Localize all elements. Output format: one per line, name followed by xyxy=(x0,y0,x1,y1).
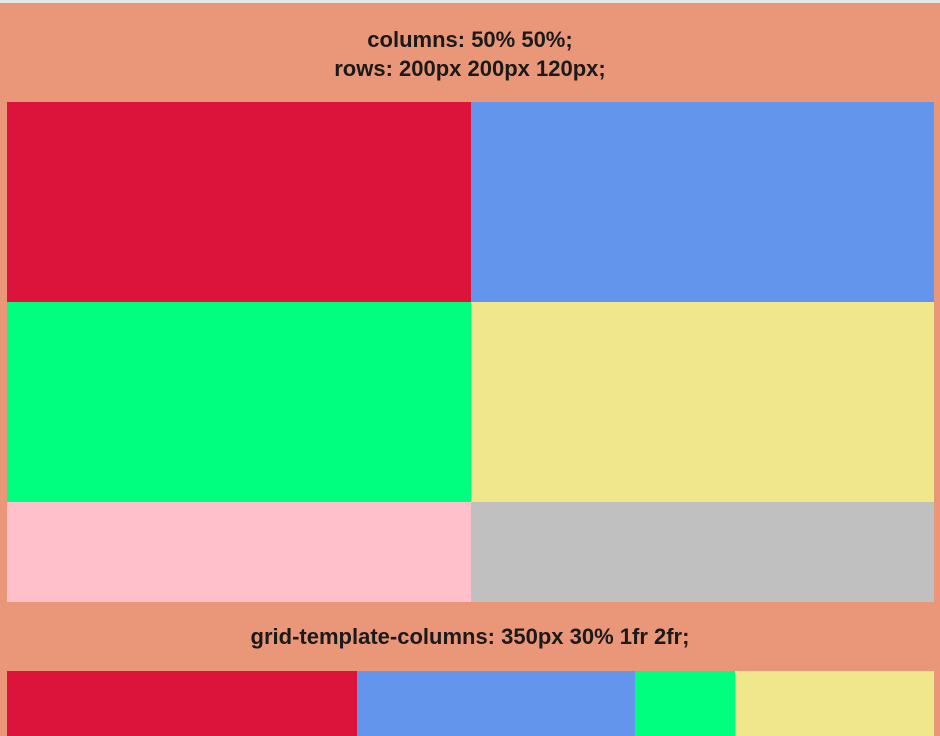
grid-1-cell-2 xyxy=(471,102,934,302)
top-border xyxy=(0,0,940,3)
grid-1-cell-1 xyxy=(7,102,471,302)
grid-2-cell-4 xyxy=(735,671,934,736)
grid-1-cell-6 xyxy=(471,502,934,602)
grid-2-heading: grid-template-columns: 350px 30% 1fr 2fr… xyxy=(0,622,940,651)
grid-1-cell-3 xyxy=(7,302,471,502)
grid-2-cell-1 xyxy=(7,671,357,736)
grid-1-heading: columns: 50% 50%; rows: 200px 200px 120p… xyxy=(0,25,940,83)
grid-1-heading-line-2: rows: 200px 200px 120px; xyxy=(334,56,606,81)
grid-1-cell-5 xyxy=(7,502,471,602)
grid-2-heading-text: grid-template-columns: 350px 30% 1fr 2fr… xyxy=(250,624,690,649)
grid-2-cell-2 xyxy=(357,671,635,736)
grid-1-cell-4 xyxy=(471,302,934,502)
grid-2 xyxy=(7,671,934,736)
grid-1 xyxy=(7,102,934,602)
grid-2-cell-3 xyxy=(635,671,735,736)
grid-1-heading-line-1: columns: 50% 50%; xyxy=(367,27,573,52)
